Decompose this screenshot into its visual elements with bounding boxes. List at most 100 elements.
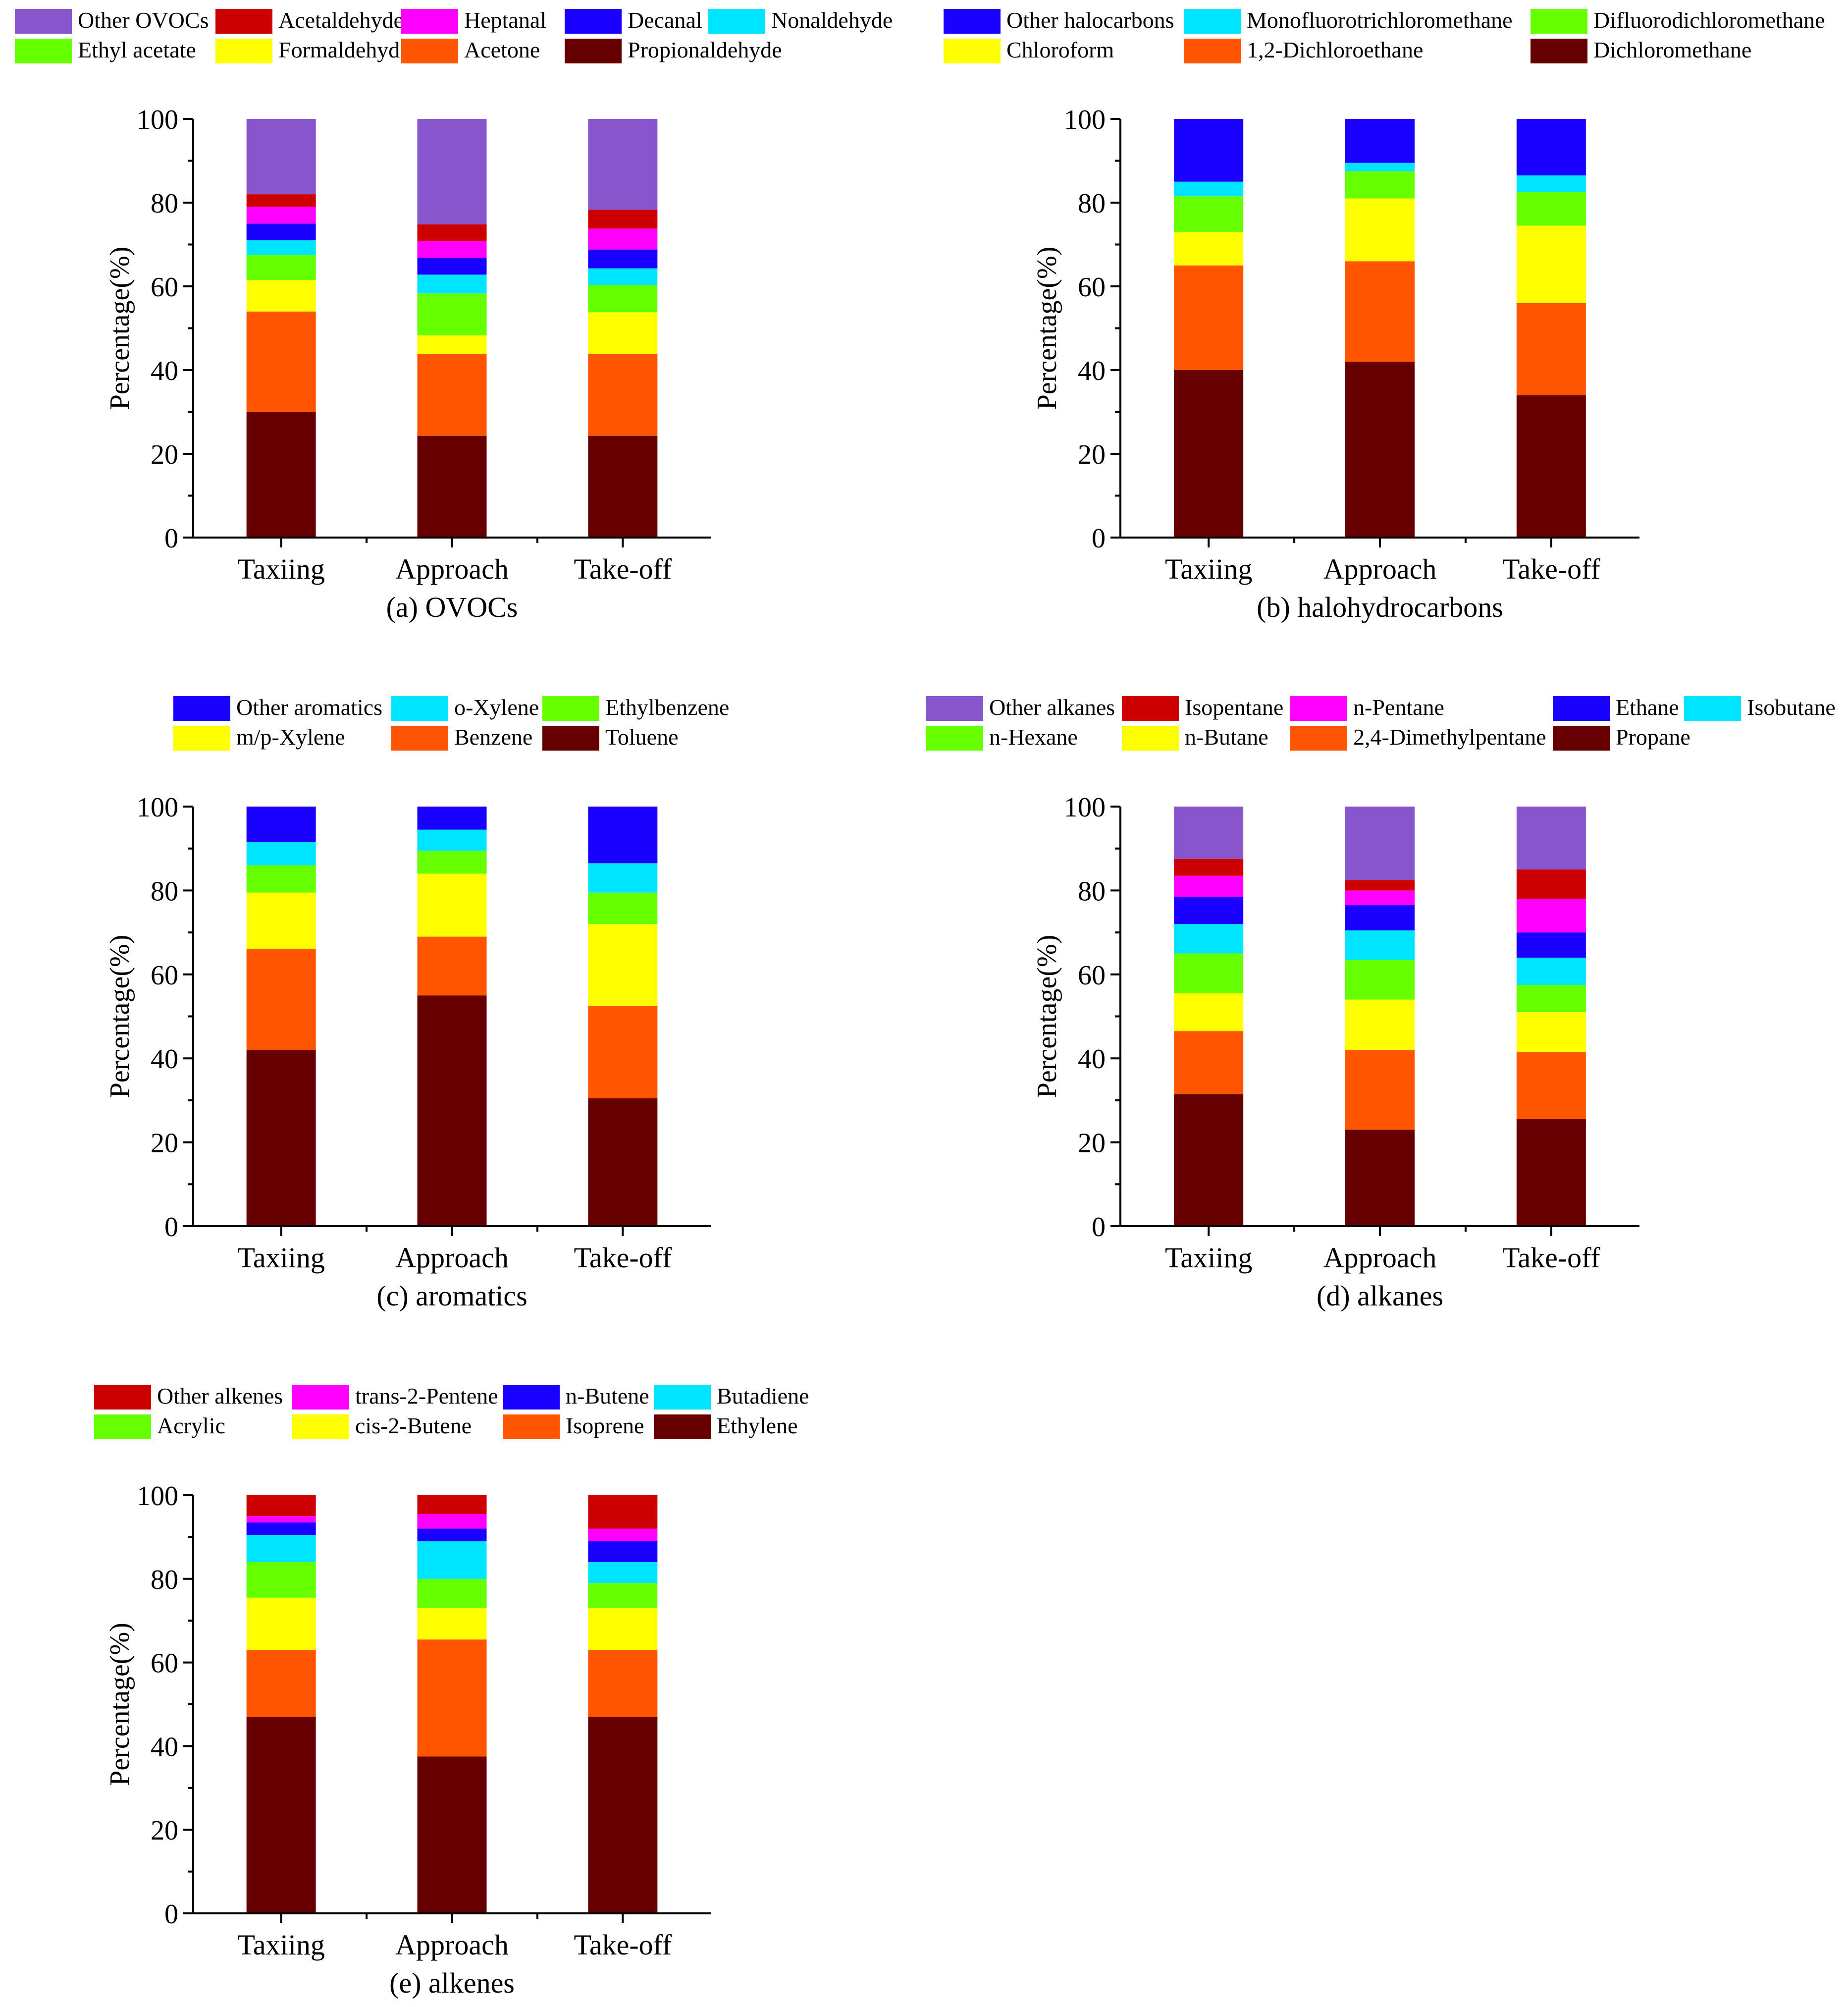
legend-swatch-other-aromatics xyxy=(173,696,230,721)
bar-ovocs-take-off-propionaldehyde xyxy=(588,435,658,538)
legend-swatch-acrylic xyxy=(94,1414,151,1439)
bar-alkanes-taxiing-ethane xyxy=(1174,897,1244,924)
bar-alkanes-approach-isopentane xyxy=(1345,880,1415,891)
legend-swatch-other-alkenes xyxy=(94,1385,151,1410)
chart-panel-alkanes: Other alkanes Isopentane n-Pentane Ethane Is… xyxy=(926,695,1836,1312)
bar-alkenes-take-off-trans-2-pentene xyxy=(588,1528,658,1541)
y-tick-label-ovocs-40: 40 xyxy=(151,356,178,386)
bar-halohydrocarbons-take-off-difluorodichloromethane xyxy=(1516,192,1586,226)
legend-label-ethane: Ethane xyxy=(1616,695,1679,720)
legend-item-other-alkanes: Other alkanes xyxy=(926,695,1115,721)
bar-alkanes-take-off-isopentane xyxy=(1516,869,1586,899)
legend-label-2-4-dimethylpentane: 2,4-Dimethylpentane xyxy=(1353,724,1546,750)
x-tick-label-halohydrocarbons-approach: Approach xyxy=(1323,553,1437,585)
bar-alkenes-taxiing-cis-2-butene xyxy=(246,1597,316,1650)
legend-label-isobutane: Isobutane xyxy=(1747,695,1836,720)
bar-halohydrocarbons-taxiing-other-halocarbons xyxy=(1174,119,1244,182)
chart-panel-aromatics: Other aromatics o-Xylene Ethylbenzene m/p-X… xyxy=(105,695,729,1312)
x-tick-label-alkenes-take-off: Take-off xyxy=(574,1929,672,1961)
legend-swatch-ethylene xyxy=(654,1414,711,1439)
bar-ovocs-take-off-heptanal xyxy=(588,228,658,250)
y-axis-label-aromatics: Percentage(%) xyxy=(105,935,135,1098)
x-tick-label-ovocs-take-off: Take-off xyxy=(574,553,672,585)
bar-alkanes-approach-ethane xyxy=(1345,905,1415,930)
y-tick-label-ovocs-0: 0 xyxy=(164,523,178,554)
bar-aromatics-take-off-ethylbenzene xyxy=(588,892,658,924)
legend-label-acetone: Acetone xyxy=(464,37,540,62)
bar-halohydrocarbons-approach-difluorodichloromethane xyxy=(1345,171,1415,199)
bar-aromatics-take-off-o-xylene xyxy=(588,863,658,893)
legend-item-monofluorotrichloromethane: Monofluorotrichloromethane xyxy=(1184,7,1513,34)
legend-item-acetone: Acetone xyxy=(401,37,540,63)
legend-swatch-n-pentane xyxy=(1290,696,1347,721)
legend-item-nonaldehyde: Nonaldehyde xyxy=(708,7,893,34)
legend-swatch-acetone xyxy=(401,39,458,63)
legend-label-other-alkenes: Other alkenes xyxy=(157,1383,283,1409)
bar-alkanes-approach-isobutane xyxy=(1345,930,1415,960)
x-tick-label-alkanes-taxiing: Taxiing xyxy=(1165,1242,1252,1274)
bar-ovocs-taxiing-decanal xyxy=(246,223,316,241)
legend-label-n-hexane: n-Hexane xyxy=(989,724,1078,750)
bar-ovocs-take-off-nonaldehyde xyxy=(588,268,658,285)
bar-halohydrocarbons-approach-chloroform xyxy=(1345,198,1415,262)
bar-ovocs-take-off-ethyl-acetate xyxy=(588,285,658,313)
bar-alkenes-taxiing-trans-2-pentene xyxy=(246,1516,316,1522)
legend-swatch-isobutane xyxy=(1684,696,1741,721)
legend-swatch-dichloromethane xyxy=(1531,39,1587,63)
bar-alkanes-take-off-isobutane xyxy=(1516,957,1586,985)
bar-ovocs-take-off-acetone xyxy=(588,354,658,436)
bar-halohydrocarbons-take-off-chloroform xyxy=(1516,225,1586,303)
legend-item-chloroform: Chloroform xyxy=(944,37,1114,63)
legend-label-n-pentane: n-Pentane xyxy=(1353,695,1444,720)
chart-panel-halohydrocarbons: Other halocarbons Monofluorotrichlorometh… xyxy=(944,7,1825,623)
bar-ovocs-take-off-decanal xyxy=(588,249,658,269)
legend-item-ethane: Ethane xyxy=(1553,695,1679,721)
legend-swatch-benzene xyxy=(391,726,448,751)
bar-aromatics-approach-other-aromatics xyxy=(417,807,487,830)
legend-item-trans-2-pentene: trans-2-Pentene xyxy=(292,1383,498,1410)
legend-swatch-ethane xyxy=(1553,696,1610,721)
bar-alkenes-take-off-acrylic xyxy=(588,1583,658,1608)
y-tick-label-alkanes-20: 20 xyxy=(1078,1128,1106,1159)
bar-ovocs-taxiing-other-ovocs xyxy=(246,119,316,195)
bar-aromatics-taxiing-other-aromatics xyxy=(246,807,316,842)
bar-halohydrocarbons-taxiing-monofluorotrichloromethane xyxy=(1174,181,1244,197)
legend-swatch-other-alkanes xyxy=(926,696,983,721)
bar-aromatics-taxiing-benzene xyxy=(246,949,316,1050)
legend-swatch-other-ovocs xyxy=(15,9,72,34)
y-tick-label-alkenes-100: 100 xyxy=(137,1481,178,1512)
legend-item-propionaldehyde: Propionaldehyde xyxy=(565,37,782,63)
legend-item-other-alkenes: Other alkenes xyxy=(94,1383,283,1410)
legend-item-n-hexane: n-Hexane xyxy=(926,724,1078,751)
bar-ovocs-take-off-acetaldehyde xyxy=(588,210,658,229)
legend-item-isoprene: Isoprene xyxy=(503,1413,644,1439)
legend-item-n-butane: n-Butane xyxy=(1122,724,1268,751)
bar-ovocs-taxiing-acetaldehyde xyxy=(246,194,316,207)
bar-ovocs-approach-heptanal xyxy=(417,241,487,258)
bar-halohydrocarbons-take-off-1-2-dichloroethane xyxy=(1516,303,1586,395)
bar-alkenes-approach-ethylene xyxy=(417,1756,487,1913)
bar-halohydrocarbons-taxiing-difluorodichloromethane xyxy=(1174,196,1244,232)
legend-label-ethylbenzene: Ethylbenzene xyxy=(605,695,729,720)
chart-panel-ovocs: Other OVOCs Acetaldehyde Heptanal Decanal No… xyxy=(15,7,893,623)
y-tick-label-alkenes-60: 60 xyxy=(151,1648,178,1679)
bar-halohydrocarbons-approach-dichloromethane xyxy=(1345,362,1415,538)
y-tick-label-halohydrocarbons-0: 0 xyxy=(1092,523,1106,554)
bar-alkenes-taxiing-acrylic xyxy=(246,1562,316,1598)
bar-alkanes-taxiing-other-alkanes xyxy=(1174,807,1244,859)
bar-alkanes-approach-n-butane xyxy=(1345,999,1415,1050)
chart-title-ovocs: (a) OVOCs xyxy=(386,591,518,623)
legend-swatch-trans-2-pentene xyxy=(292,1385,349,1410)
bar-alkanes-take-off-n-hexane xyxy=(1516,984,1586,1013)
bar-alkenes-approach-other-alkenes xyxy=(417,1495,487,1514)
bar-alkanes-take-off-2-4-dimethylpentane xyxy=(1516,1052,1586,1120)
legend-swatch-m-p-xylene xyxy=(173,726,230,751)
y-tick-label-ovocs-80: 80 xyxy=(151,188,178,219)
legend-item-formaldehyde: Formaldehyde xyxy=(215,37,410,63)
bar-aromatics-take-off-m-p-xylene xyxy=(588,924,658,1006)
x-tick-label-alkenes-taxiing: Taxiing xyxy=(237,1929,324,1961)
bar-aromatics-approach-o-xylene xyxy=(417,829,487,851)
bar-alkanes-approach-n-pentane xyxy=(1345,890,1415,906)
y-tick-label-ovocs-100: 100 xyxy=(137,105,178,135)
